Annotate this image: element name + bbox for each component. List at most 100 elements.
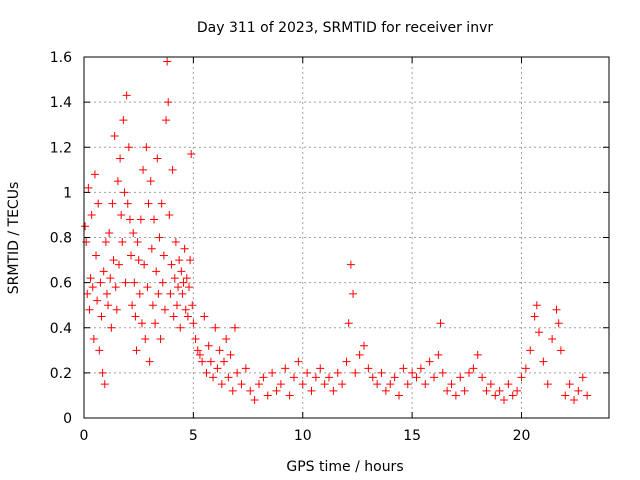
data-point xyxy=(554,319,563,328)
data-point xyxy=(469,364,478,373)
data-point xyxy=(465,368,473,377)
x-axis-label: GPS time / hours xyxy=(286,459,403,475)
data-point xyxy=(191,335,200,344)
data-point xyxy=(425,357,434,366)
data-point xyxy=(438,368,447,377)
data-point xyxy=(215,346,224,355)
data-point xyxy=(166,289,175,298)
data-point xyxy=(180,244,189,253)
data-point xyxy=(157,199,166,208)
data-point xyxy=(430,373,438,382)
data-point xyxy=(185,283,193,292)
data-point xyxy=(526,346,535,355)
data-point xyxy=(373,380,382,389)
data-point xyxy=(176,323,185,332)
data-point xyxy=(88,283,97,292)
data-point xyxy=(111,283,120,292)
data-point xyxy=(517,373,526,382)
data-point xyxy=(156,335,165,344)
data-point xyxy=(117,210,126,219)
data-point xyxy=(89,335,98,344)
data-point xyxy=(202,368,211,377)
data-point xyxy=(168,165,177,174)
data-point xyxy=(451,391,460,400)
data-point xyxy=(162,116,171,125)
data-point xyxy=(178,289,187,298)
data-point xyxy=(220,357,228,366)
data-point xyxy=(140,260,149,269)
data-point xyxy=(224,373,233,382)
data-point xyxy=(294,357,303,366)
data-point xyxy=(333,368,342,377)
data-point xyxy=(105,228,114,237)
data-point xyxy=(186,256,195,265)
data-point xyxy=(460,386,469,395)
data-point xyxy=(360,341,368,350)
data-point xyxy=(290,373,298,382)
data-point xyxy=(399,364,408,373)
data-point xyxy=(147,244,156,253)
data-point xyxy=(93,296,102,305)
data-point xyxy=(113,177,122,186)
data-point xyxy=(226,350,235,359)
data-point xyxy=(246,386,255,395)
data-point xyxy=(98,368,107,377)
data-point xyxy=(116,154,125,163)
data-point xyxy=(193,346,202,355)
data-point xyxy=(316,364,325,373)
data-point xyxy=(552,305,561,314)
data-point xyxy=(230,323,239,332)
data-point xyxy=(85,305,94,314)
data-point xyxy=(160,305,169,314)
data-point xyxy=(443,386,452,395)
data-point xyxy=(134,256,143,265)
data-point xyxy=(182,274,191,283)
data-point xyxy=(298,380,307,389)
data-point xyxy=(119,116,128,125)
data-point xyxy=(120,188,129,197)
data-point xyxy=(158,278,167,287)
data-points xyxy=(81,57,592,404)
data-point xyxy=(137,319,146,328)
data-point xyxy=(150,215,158,224)
data-point xyxy=(307,386,316,395)
data-point xyxy=(255,380,263,389)
data-point xyxy=(349,289,358,298)
data-point xyxy=(268,368,277,377)
data-point xyxy=(408,368,417,377)
data-point xyxy=(478,373,487,382)
data-point xyxy=(189,319,198,328)
data-point xyxy=(209,373,218,382)
data-point xyxy=(146,177,155,186)
data-point xyxy=(355,350,364,359)
y-tick-label: 1 xyxy=(63,185,72,201)
y-tick-label: 0.4 xyxy=(50,321,72,337)
data-point xyxy=(179,278,188,287)
data-point xyxy=(250,395,259,404)
data-point xyxy=(110,131,119,140)
data-point xyxy=(504,380,513,389)
data-point xyxy=(109,256,118,265)
data-point xyxy=(456,373,465,382)
data-point xyxy=(436,319,445,328)
data-point xyxy=(108,199,117,208)
data-point xyxy=(377,368,386,377)
data-point xyxy=(311,373,320,382)
data-point xyxy=(583,391,592,400)
data-point xyxy=(148,301,157,310)
data-point xyxy=(565,380,574,389)
data-point xyxy=(416,364,425,373)
data-point xyxy=(200,312,209,321)
data-point xyxy=(87,210,96,219)
data-point xyxy=(513,386,522,395)
data-point xyxy=(171,238,180,247)
data-point xyxy=(86,274,95,283)
y-tick-label: 0.8 xyxy=(50,231,72,247)
data-point xyxy=(151,319,160,328)
grid xyxy=(84,57,609,418)
data-point xyxy=(368,373,377,382)
data-point xyxy=(233,368,242,377)
data-point xyxy=(152,267,161,276)
data-point xyxy=(338,380,347,389)
